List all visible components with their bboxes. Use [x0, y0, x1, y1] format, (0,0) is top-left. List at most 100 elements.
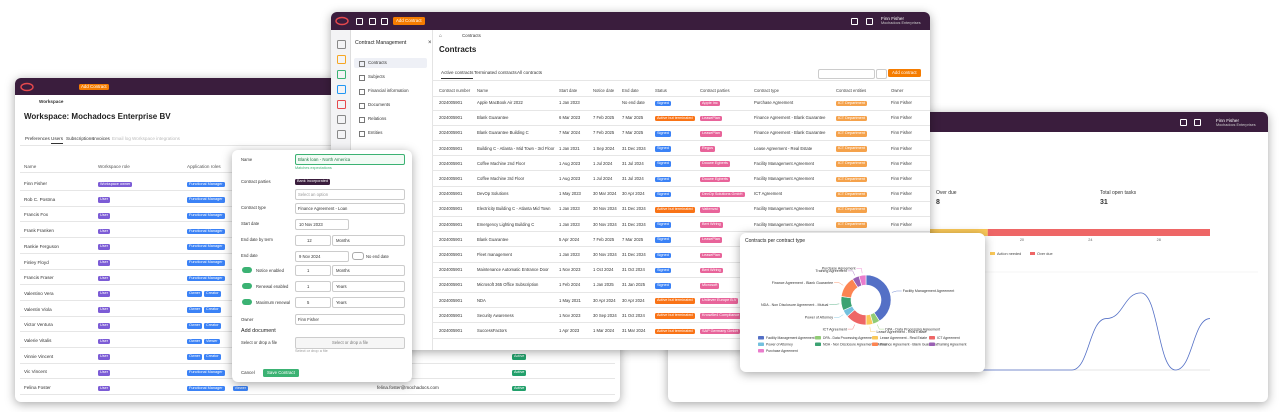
name-input[interactable] — [295, 154, 405, 165]
contract-name[interactable]: Fleet management — [477, 252, 512, 257]
header-icon[interactable] — [866, 18, 873, 25]
row-divider — [432, 139, 930, 141]
search-input[interactable] — [818, 69, 875, 79]
party-tag: LeasePlan — [700, 237, 722, 244]
party-tag: LeasePlan — [700, 252, 722, 259]
sidebar-icon[interactable] — [337, 100, 346, 109]
tab[interactable]: Workspace integrations — [132, 136, 180, 141]
contract-name[interactable]: SuccessFactors — [477, 328, 507, 333]
start-input[interactable] — [295, 219, 349, 230]
field-label: Contract type — [241, 205, 266, 210]
logo — [335, 16, 349, 26]
toggle-unit[interactable] — [332, 265, 405, 276]
tab[interactable]: Invoices — [93, 136, 110, 141]
filter-button[interactable] — [876, 69, 887, 79]
contract-name[interactable]: Electricity Building C - Atlanta Mid Tow… — [477, 206, 551, 212]
menu-item[interactable]: Relations — [368, 116, 387, 121]
sidebar-icon[interactable] — [337, 85, 346, 94]
cell: 1 Aug 2023 — [559, 160, 581, 166]
add-contract-button[interactable]: Add Contract — [393, 16, 425, 25]
stack-bar — [987, 229, 1210, 236]
row-divider — [432, 200, 930, 202]
field-label: Name — [241, 157, 253, 162]
header-icon[interactable] — [1180, 119, 1187, 126]
owner-select[interactable] — [295, 314, 405, 325]
file-button: Select or drop a file — [332, 340, 369, 345]
app-role-tag: Functional Manager — [187, 228, 225, 235]
tab[interactable]: Active contracts — [441, 70, 474, 79]
cell: 1 Nov 2023 — [559, 267, 581, 273]
cell: 1 Jan 2023 — [559, 252, 580, 257]
nav-icon[interactable] — [369, 18, 376, 25]
cell: 31 Oct 2024 — [622, 312, 645, 318]
tab[interactable]: Users — [51, 136, 63, 144]
sidebar-icon[interactable] — [337, 40, 346, 49]
menu-item[interactable]: Entities — [368, 130, 383, 135]
field-value: 9 Nov 2024 — [299, 254, 321, 259]
cell: 1 Jan 2023 — [559, 100, 580, 105]
contract-name[interactable]: Blank Guarantee — [477, 115, 509, 121]
menu-item[interactable]: Contracts — [368, 60, 387, 65]
contract-name[interactable]: NDA — [477, 297, 486, 303]
nav-icon[interactable] — [381, 18, 388, 25]
add-contract-button[interactable]: Add contract — [888, 69, 921, 78]
legend-label: Finance Agreement - Blank Guarantee — [880, 343, 938, 347]
sidebar-icon[interactable] — [337, 115, 346, 124]
no-end-toggle[interactable] — [352, 252, 364, 260]
toggle-unit[interactable] — [332, 297, 405, 308]
contract-name[interactable]: Coffee Machine 2nd Floor — [477, 160, 526, 166]
toggle-unit[interactable] — [332, 281, 405, 292]
tab[interactable]: Subscriptions — [66, 136, 94, 141]
menu-item[interactable]: Documents — [368, 102, 391, 107]
app-role-tag: Owner — [187, 338, 203, 345]
tab[interactable]: Email log — [112, 136, 131, 141]
cell: 31 Dec 2024 — [622, 145, 646, 151]
user-name: Felina Foster — [24, 385, 51, 391]
logo — [20, 82, 34, 92]
contract-name[interactable]: Apple MacBook Air 2022 — [477, 100, 523, 105]
cancel-button[interactable]: Cancel — [241, 370, 255, 375]
toggle-value[interactable] — [295, 265, 331, 276]
entity-tag: ICT Department — [836, 222, 867, 228]
cell: 31 Mar 2024 — [622, 328, 646, 333]
term-unit-select[interactable] — [332, 235, 405, 246]
parties-select[interactable] — [295, 189, 405, 200]
contract-name[interactable]: Emergency Lighting Building C — [477, 221, 535, 227]
header-icon[interactable] — [1194, 119, 1201, 126]
menu-item[interactable]: Financial information — [368, 88, 409, 93]
contract-name[interactable]: Building C - Atlanta - Mid Town - 3rd Fl… — [477, 145, 555, 151]
toggle[interactable] — [242, 267, 252, 273]
sidebar-icon[interactable] — [337, 130, 346, 139]
add-contract-button[interactable]: Add Contract — [79, 84, 109, 91]
contract-name[interactable]: Blank Guarantee — [477, 236, 509, 242]
nav-icon[interactable] — [356, 18, 363, 25]
file-drop[interactable] — [295, 337, 405, 349]
contract-name[interactable]: Maintenance Automatic Entrance Door — [477, 267, 549, 273]
sidebar-icon[interactable] — [337, 55, 346, 64]
row-divider — [432, 96, 930, 97]
type-select[interactable] — [295, 203, 405, 214]
user-email: felina.foster@mochadocs.com — [377, 385, 439, 391]
toggle-value[interactable] — [295, 281, 331, 292]
tab[interactable]: Preferences — [25, 136, 50, 141]
tab[interactable]: Terminated contracts — [474, 70, 517, 75]
tab[interactable]: All contracts — [517, 70, 543, 75]
save-button[interactable]: Save Contract — [263, 369, 299, 378]
column-header: Workspace role — [98, 164, 130, 169]
sidebar-icon[interactable] — [337, 70, 346, 79]
toggle[interactable] — [242, 299, 252, 305]
menu-item[interactable]: Subjects — [368, 74, 385, 79]
contract-name[interactable]: Microsoft 365 Office Subscription — [477, 282, 539, 288]
toggle-value[interactable] — [295, 297, 331, 308]
cell: 30 Apr 2024 — [622, 297, 645, 303]
contract-name[interactable]: Coffee Machine 3rd Floor — [477, 176, 525, 181]
contract-name[interactable]: Security Awareness — [477, 312, 514, 318]
toggle[interactable] — [242, 283, 252, 289]
cell: 31 Jul 2024 — [622, 160, 644, 166]
slice-label: Finance Agreement - Blank Guarantee — [772, 281, 833, 285]
header-icon[interactable] — [851, 18, 858, 25]
term-input[interactable] — [295, 235, 331, 246]
contract-name[interactable]: Blank Guarantee Building C — [477, 130, 529, 136]
end-input[interactable] — [295, 251, 349, 262]
contract-name[interactable]: DevOp Solutions — [477, 191, 509, 197]
